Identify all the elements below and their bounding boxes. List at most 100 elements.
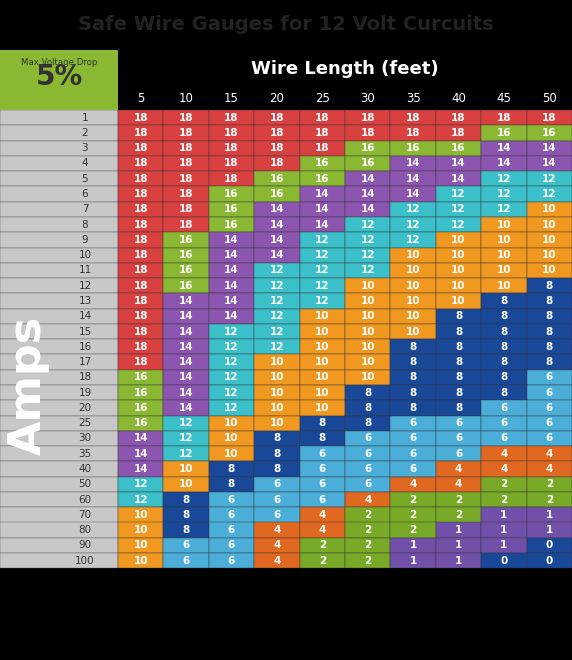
- Text: 12: 12: [269, 342, 284, 352]
- Bar: [164, 141, 209, 156]
- Text: 6: 6: [182, 556, 190, 566]
- Text: Safe Wire Gauges for 12 Volt Curcuits: Safe Wire Gauges for 12 Volt Curcuits: [78, 15, 494, 34]
- Text: 8: 8: [364, 387, 371, 397]
- Bar: [0, 416, 118, 431]
- Text: 10: 10: [360, 372, 375, 382]
- Bar: [481, 416, 527, 431]
- Bar: [481, 553, 527, 568]
- Bar: [118, 370, 164, 385]
- Text: 4: 4: [410, 479, 417, 489]
- Bar: [391, 492, 436, 508]
- Bar: [391, 248, 436, 263]
- Bar: [481, 446, 527, 461]
- Bar: [527, 538, 572, 553]
- Text: 14: 14: [179, 342, 193, 352]
- Text: 18: 18: [133, 265, 148, 275]
- Bar: [345, 477, 391, 492]
- Text: 18: 18: [315, 143, 329, 153]
- Bar: [0, 171, 118, 186]
- Text: 16: 16: [315, 174, 329, 183]
- Bar: [436, 400, 481, 416]
- Text: 16: 16: [269, 189, 284, 199]
- Text: 12: 12: [179, 449, 193, 459]
- Text: 18: 18: [179, 128, 193, 138]
- Text: 4: 4: [500, 464, 507, 474]
- Bar: [164, 477, 209, 492]
- Bar: [345, 309, 391, 324]
- Bar: [527, 186, 572, 202]
- Text: 14: 14: [269, 250, 284, 260]
- Text: 16: 16: [496, 128, 511, 138]
- Text: 18: 18: [133, 235, 148, 245]
- Bar: [391, 278, 436, 293]
- Text: 18: 18: [406, 113, 420, 123]
- Text: 10: 10: [360, 296, 375, 306]
- Text: 18: 18: [269, 113, 284, 123]
- Bar: [209, 508, 254, 523]
- Text: 6: 6: [410, 449, 417, 459]
- Text: 12: 12: [451, 189, 466, 199]
- Bar: [481, 141, 527, 156]
- Bar: [345, 538, 391, 553]
- Bar: [527, 339, 572, 354]
- Text: 16: 16: [179, 235, 193, 245]
- Text: 10: 10: [315, 403, 329, 413]
- Bar: [345, 324, 391, 339]
- Text: 18: 18: [360, 113, 375, 123]
- Bar: [436, 461, 481, 477]
- Bar: [436, 538, 481, 553]
- Bar: [254, 431, 300, 446]
- Bar: [391, 202, 436, 217]
- Text: 16: 16: [179, 280, 193, 290]
- Text: 14: 14: [224, 312, 239, 321]
- Bar: [481, 461, 527, 477]
- Bar: [0, 354, 118, 370]
- Text: 12: 12: [224, 327, 239, 337]
- Bar: [391, 125, 436, 141]
- Bar: [164, 156, 209, 171]
- Text: 18: 18: [133, 220, 148, 230]
- Bar: [164, 339, 209, 354]
- Text: 8: 8: [410, 387, 417, 397]
- Bar: [436, 293, 481, 309]
- Bar: [345, 110, 391, 125]
- Bar: [164, 431, 209, 446]
- Bar: [527, 431, 572, 446]
- Text: 10: 10: [542, 205, 557, 214]
- Text: 11: 11: [78, 265, 92, 275]
- Bar: [254, 492, 300, 508]
- Bar: [345, 354, 391, 370]
- Text: 6: 6: [319, 449, 326, 459]
- Text: 18: 18: [133, 250, 148, 260]
- Bar: [209, 339, 254, 354]
- Bar: [0, 492, 118, 508]
- Bar: [0, 309, 118, 324]
- Text: 1: 1: [410, 541, 417, 550]
- Text: 18: 18: [133, 312, 148, 321]
- Text: 14: 14: [542, 158, 557, 168]
- Text: 18: 18: [133, 357, 148, 367]
- Text: 12: 12: [451, 220, 466, 230]
- Text: 1: 1: [546, 510, 553, 520]
- Bar: [436, 523, 481, 538]
- Text: 14: 14: [360, 205, 375, 214]
- Text: 10: 10: [406, 296, 420, 306]
- Text: 4: 4: [82, 158, 88, 168]
- Text: 40: 40: [451, 92, 466, 106]
- Text: 18: 18: [133, 128, 148, 138]
- Bar: [391, 446, 436, 461]
- Text: 6: 6: [228, 556, 235, 566]
- Bar: [209, 431, 254, 446]
- Bar: [345, 553, 391, 568]
- Text: 6: 6: [546, 434, 553, 444]
- Text: 6: 6: [410, 434, 417, 444]
- Text: 0: 0: [500, 556, 507, 566]
- Bar: [300, 385, 345, 400]
- Bar: [164, 324, 209, 339]
- Text: 18: 18: [133, 158, 148, 168]
- Text: 10: 10: [133, 510, 148, 520]
- Bar: [0, 50, 118, 88]
- Text: 14: 14: [224, 280, 239, 290]
- Bar: [209, 248, 254, 263]
- Bar: [254, 309, 300, 324]
